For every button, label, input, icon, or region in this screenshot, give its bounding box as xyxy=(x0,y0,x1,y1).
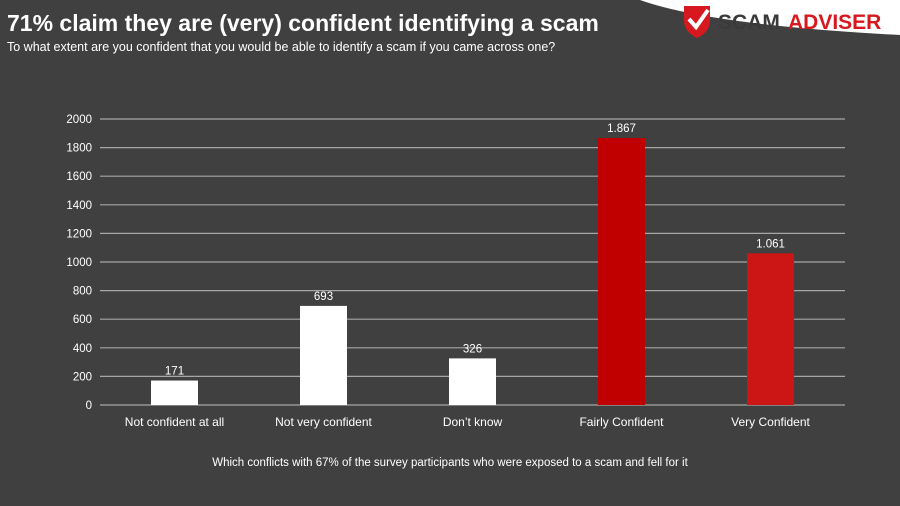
page-title: 71% claim they are (very) confident iden… xyxy=(7,10,599,36)
y-tick-label: 200 xyxy=(73,371,92,383)
bar xyxy=(598,138,645,406)
x-tick-label: Don’t know xyxy=(443,415,503,429)
data-label: 326 xyxy=(463,343,482,355)
x-tick-label: Fairly Confident xyxy=(579,415,664,429)
y-tick-label: 1400 xyxy=(66,200,92,212)
x-tick-label: Not very confident xyxy=(275,415,372,429)
y-tick-label: 400 xyxy=(73,343,92,355)
bar xyxy=(747,253,794,405)
y-tick-label: 0 xyxy=(86,400,92,412)
data-label: 1.061 xyxy=(756,238,785,250)
x-tick-label: Not confident at all xyxy=(125,415,224,429)
data-label: 171 xyxy=(165,366,184,378)
y-tick-label: 1600 xyxy=(66,171,92,183)
y-tick-label: 1000 xyxy=(66,257,92,269)
data-label: 1.867 xyxy=(607,123,636,135)
x-tick-label: Very Confident xyxy=(731,415,810,429)
bar xyxy=(449,358,496,405)
bar xyxy=(151,380,198,405)
scamadviser-logo: SCAM ADVISER xyxy=(640,0,900,38)
shield-check-icon xyxy=(684,6,710,38)
logo-text-scam: SCAM xyxy=(718,11,780,34)
y-tick-label: 2000 xyxy=(66,114,92,126)
y-tick-label: 800 xyxy=(73,286,92,298)
logo-text-adviser: ADVISER xyxy=(788,11,881,34)
bar xyxy=(300,305,347,405)
y-tick-label: 1800 xyxy=(66,143,92,155)
y-tick-label: 1200 xyxy=(66,228,92,240)
data-label: 693 xyxy=(314,291,333,303)
footnote: Which conflicts with 67% of the survey p… xyxy=(212,457,688,469)
y-tick-label: 600 xyxy=(73,314,92,326)
page-subtitle: To what extent are you confident that yo… xyxy=(7,40,556,54)
